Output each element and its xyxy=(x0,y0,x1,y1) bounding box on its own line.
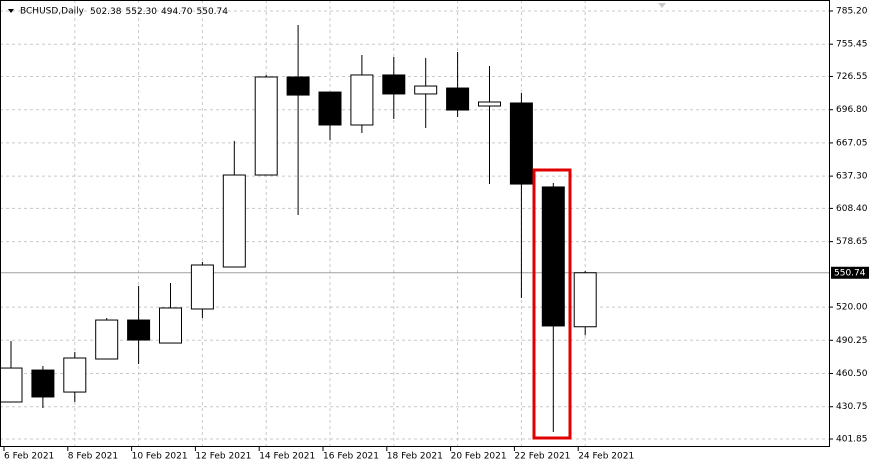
y-tick-label: 430.75 xyxy=(836,402,868,412)
highlight-box xyxy=(532,168,572,440)
candle-body xyxy=(190,264,214,310)
y-tick-label: 608.40 xyxy=(836,204,868,214)
y-tick-label: 785.20 xyxy=(836,7,868,17)
x-tick-label: 16 Feb 2021 xyxy=(323,452,379,462)
y-tick-label: 460.50 xyxy=(836,369,868,379)
candle-body xyxy=(350,74,374,126)
candle-body xyxy=(382,74,406,95)
x-tick-label: 18 Feb 2021 xyxy=(387,452,443,462)
shift-marker xyxy=(658,3,666,8)
candle-body xyxy=(159,307,182,344)
y-tick-label: 726.55 xyxy=(836,72,868,82)
x-tick-label: 8 Feb 2021 xyxy=(68,452,118,462)
y-tick-label: 401.85 xyxy=(836,435,868,445)
y-tick-label: 520.00 xyxy=(836,303,868,313)
candle-body xyxy=(414,85,438,95)
candle-body xyxy=(446,87,470,111)
last-price-label: 550.74 xyxy=(834,268,866,278)
ohlc-value: 494.70 xyxy=(161,7,193,17)
y-tick-label: 637.30 xyxy=(836,172,868,182)
x-tick-label: 10 Feb 2021 xyxy=(132,452,188,462)
y-tick-label: 755.45 xyxy=(836,40,868,50)
candle-body xyxy=(127,319,151,341)
plot-area xyxy=(0,0,829,447)
menu-arrow[interactable] xyxy=(8,9,14,13)
candle-body xyxy=(478,101,501,107)
ohlc-header: 502.38 552.30 494.70 550.74 xyxy=(90,7,228,17)
y-tick-label: 490.25 xyxy=(836,336,868,346)
candle-body xyxy=(286,76,310,96)
x-tick-label: 6 Feb 2021 xyxy=(4,452,54,462)
chart-title: BCHUSD,Daily xyxy=(20,7,85,17)
ohlc-value: 502.38 xyxy=(90,7,122,17)
x-tick-label: 22 Feb 2021 xyxy=(514,452,570,462)
last-price-box xyxy=(831,266,869,279)
candle-body xyxy=(222,174,246,268)
candle-body xyxy=(509,102,533,185)
y-tick-label: 667.05 xyxy=(836,138,868,148)
candle-body xyxy=(254,76,278,176)
ohlc-value: 550.74 xyxy=(197,7,229,17)
ohlc-value: 552.30 xyxy=(126,7,158,17)
y-tick-label: 696.80 xyxy=(836,105,868,115)
candle-body xyxy=(0,367,23,403)
x-tick-label: 20 Feb 2021 xyxy=(451,452,507,462)
x-tick-label: 12 Feb 2021 xyxy=(195,452,251,462)
candle-body xyxy=(318,91,342,126)
x-tick-label: 14 Feb 2021 xyxy=(259,452,315,462)
candle-body xyxy=(63,357,87,393)
candle-body xyxy=(541,186,565,327)
plot-frame xyxy=(0,0,830,447)
x-tick-label: 24 Feb 2021 xyxy=(578,452,634,462)
y-tick-label: 578.65 xyxy=(836,237,868,247)
candle-body xyxy=(95,319,119,360)
candle-body xyxy=(31,369,55,398)
candle-body xyxy=(573,272,597,328)
